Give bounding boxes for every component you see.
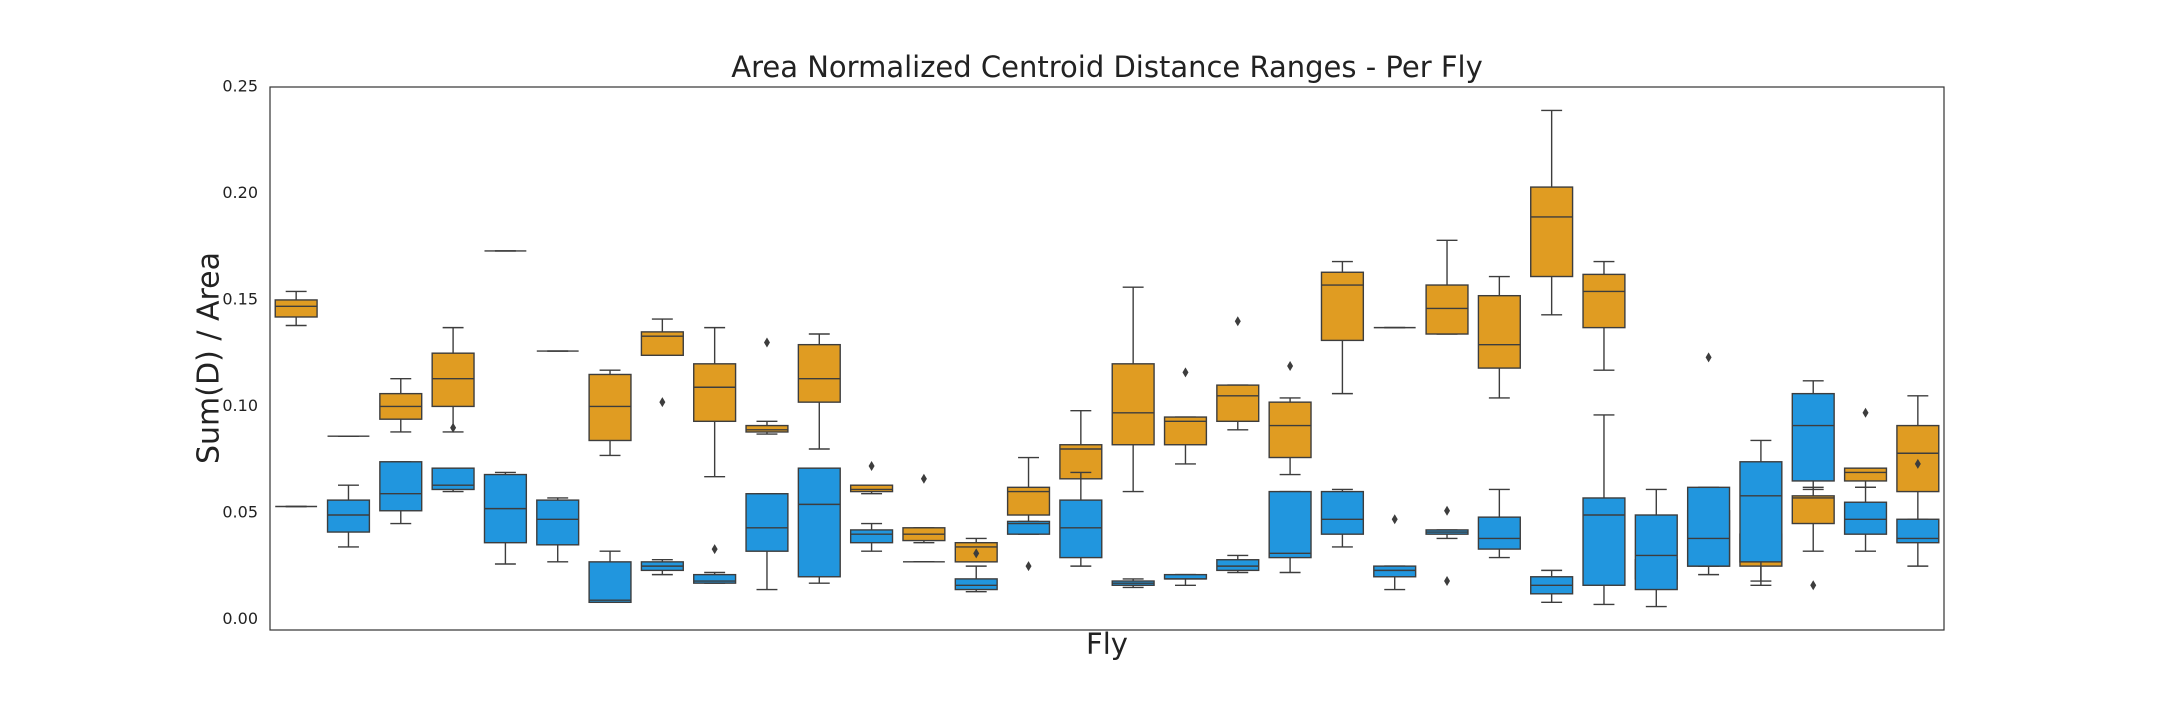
box <box>640 331 684 357</box>
outlier <box>868 461 875 472</box>
box <box>588 373 632 442</box>
box <box>588 561 632 604</box>
box <box>1477 516 1521 550</box>
outlier <box>1862 407 1869 418</box>
box <box>1582 273 1626 329</box>
box <box>1843 467 1888 482</box>
box <box>326 499 371 533</box>
y-tick-label: 0.00 <box>222 609 258 628</box>
box <box>1320 271 1365 342</box>
outlier <box>973 548 980 559</box>
box <box>1739 461 1783 563</box>
box <box>431 352 475 408</box>
box <box>1530 186 1574 278</box>
box <box>693 573 737 584</box>
box <box>1320 490 1365 535</box>
y-tick-label: 0.25 <box>222 77 258 96</box>
outlier <box>659 397 666 408</box>
outlier <box>1705 352 1712 363</box>
box <box>1111 363 1155 446</box>
outlier <box>1234 316 1241 327</box>
outlier <box>1287 360 1294 371</box>
x-axis-label: Fly <box>1086 627 1128 661</box>
outlier <box>711 544 718 555</box>
box <box>849 529 894 544</box>
box <box>274 299 318 318</box>
box <box>1791 392 1835 482</box>
outlier <box>763 337 770 348</box>
box <box>1477 294 1521 369</box>
box <box>1686 486 1731 567</box>
box <box>1268 490 1312 559</box>
outlier <box>1025 561 1032 572</box>
box <box>1059 499 1103 559</box>
y-tick-label: 0.15 <box>222 289 258 308</box>
box <box>1425 284 1469 335</box>
box <box>1006 520 1051 535</box>
box <box>954 578 998 591</box>
box <box>1843 501 1888 535</box>
outlier <box>1914 458 1921 469</box>
outlier <box>1182 367 1189 378</box>
y-tick-label: 0.10 <box>222 396 258 415</box>
box <box>1216 559 1260 572</box>
box <box>1582 497 1626 586</box>
y-tick-label: 0.05 <box>222 502 258 521</box>
box <box>1268 401 1312 459</box>
box <box>693 363 737 423</box>
outlier <box>1444 576 1451 587</box>
box <box>1634 514 1678 591</box>
outlier <box>920 473 927 484</box>
plot-frame <box>269 86 1945 631</box>
box <box>797 343 841 403</box>
outlier <box>1810 580 1817 591</box>
box <box>745 424 789 433</box>
box <box>1791 495 1835 525</box>
box <box>745 493 789 552</box>
box <box>1373 565 1417 578</box>
box <box>1896 424 1940 493</box>
box <box>431 467 475 491</box>
box <box>536 499 580 546</box>
chart-title: Area Normalized Centroid Distance Ranges… <box>731 50 1482 84</box>
box <box>1216 384 1260 423</box>
outlier <box>1444 505 1451 516</box>
outlier <box>1391 514 1398 525</box>
box <box>1896 518 1940 544</box>
box <box>797 467 841 578</box>
y-tick-label: 0.20 <box>222 183 258 202</box>
outlier <box>450 422 457 433</box>
y-axis-label: Sum(D) / Area <box>192 252 227 464</box>
box <box>379 461 423 512</box>
box <box>849 484 894 493</box>
